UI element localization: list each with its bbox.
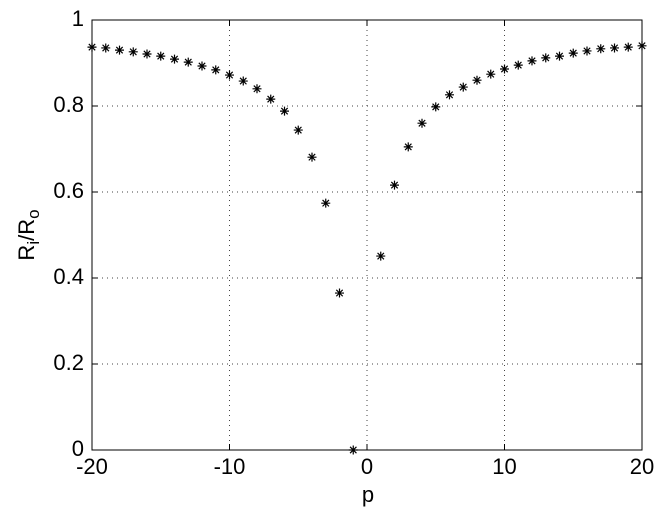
- marker: [596, 44, 606, 54]
- marker: [115, 45, 124, 55]
- marker: [417, 118, 427, 128]
- marker: [610, 43, 619, 53]
- marker: [197, 61, 207, 71]
- plot-frame: [91, 19, 643, 451]
- marker: [348, 445, 358, 455]
- marker: [541, 53, 551, 63]
- y-axis-label: Ri/Ro: [14, 209, 44, 260]
- marker: [211, 65, 221, 75]
- marker: [582, 46, 592, 56]
- marker: [637, 41, 647, 51]
- marker: [403, 142, 413, 152]
- marker: [486, 69, 496, 79]
- y-tick-label: 1: [72, 6, 84, 31]
- marker: [500, 64, 509, 74]
- marker: [238, 76, 248, 86]
- x-tick-label: -20: [76, 454, 108, 479]
- x-tick-label: 10: [492, 454, 516, 479]
- marker: [183, 57, 193, 67]
- x-tick-label: 0: [361, 454, 373, 479]
- marker: [280, 106, 289, 116]
- marker: [472, 75, 482, 85]
- y-tick-label: 0.2: [53, 350, 84, 375]
- marker: [87, 42, 97, 52]
- marker: [252, 84, 262, 94]
- marker: [321, 198, 331, 208]
- marker: [431, 102, 441, 112]
- marker: [623, 42, 633, 52]
- y-tick-label: 0.8: [53, 92, 84, 117]
- y-tick-label: 0.4: [53, 264, 84, 289]
- marker: [555, 51, 564, 61]
- marker: [293, 125, 303, 135]
- x-tick-label: 20: [630, 454, 654, 479]
- marker: [513, 60, 523, 70]
- marker: [527, 56, 537, 66]
- marker: [568, 48, 578, 58]
- y-tick-label: 0: [72, 436, 84, 461]
- y-label-part: /R: [14, 219, 39, 241]
- x-tick-label: -10: [214, 454, 246, 479]
- x-axis-label: p: [362, 482, 374, 507]
- y-label-part: R: [14, 245, 39, 261]
- marker: [142, 49, 152, 59]
- marker: [335, 288, 344, 298]
- marker: [266, 94, 276, 104]
- y-label-sub: i: [24, 241, 43, 245]
- y-tick-label: 0.6: [53, 178, 84, 203]
- marker: [390, 180, 399, 190]
- marker: [225, 70, 234, 80]
- marker: [458, 82, 468, 92]
- marker: [101, 43, 111, 53]
- marker: [307, 152, 317, 162]
- marker: [376, 251, 386, 261]
- marker: [156, 51, 166, 61]
- marker: [128, 47, 138, 57]
- marker: [445, 90, 454, 100]
- y-label-sub: o: [24, 209, 43, 218]
- marker: [170, 54, 179, 64]
